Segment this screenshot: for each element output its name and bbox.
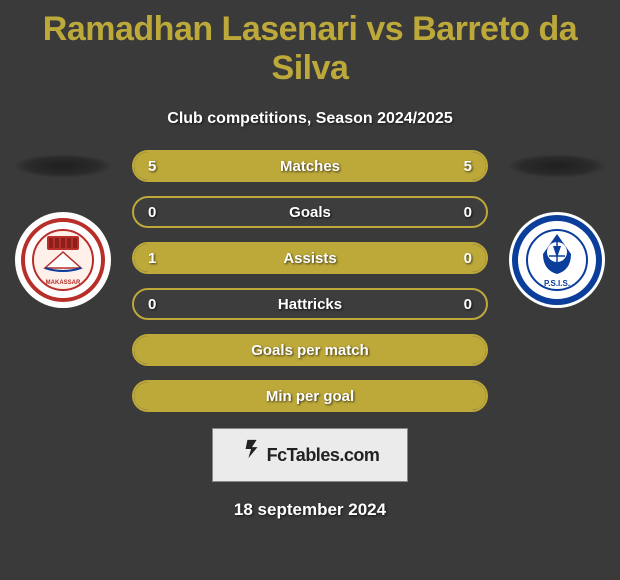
page-title: Ramadhan Lasenari vs Barreto da Silva xyxy=(0,0,620,88)
fctables-badge: FcTables.com xyxy=(212,428,408,482)
stat-value-right: 0 xyxy=(464,296,472,313)
stat-value-right: 0 xyxy=(464,204,472,221)
date-text: 18 september 2024 xyxy=(0,500,620,520)
player-right-side: P.S.I.S. xyxy=(502,150,612,308)
stat-label: Min per goal xyxy=(266,388,354,405)
stat-label: Assists xyxy=(283,250,336,267)
bar-fill-right xyxy=(398,244,486,272)
stat-row: Goals per match xyxy=(132,334,488,366)
stat-value-left: 0 xyxy=(148,204,156,221)
club-right-badge: P.S.I.S. xyxy=(509,212,605,308)
stat-row: 0 Hattricks 0 xyxy=(132,288,488,320)
player-left-shadow xyxy=(13,154,113,178)
stat-row: Min per goal xyxy=(132,380,488,412)
club-left-icon: MAKASSAR xyxy=(15,212,111,308)
page-subtitle: Club competitions, Season 2024/2025 xyxy=(0,110,620,128)
svg-text:P.S.I.S.: P.S.I.S. xyxy=(544,279,570,288)
stat-label: Hattricks xyxy=(278,296,342,313)
stat-value-left: 1 xyxy=(148,250,156,267)
stats-bars: 5 Matches 5 0 Goals 0 1 Assists 0 0 Hattricks 0 Goal… xyxy=(118,150,502,426)
club-right-icon: P.S.I.S. xyxy=(509,212,605,308)
stat-label: Matches xyxy=(280,158,340,175)
club-left-badge: MAKASSAR xyxy=(15,212,111,308)
main-layout: MAKASSAR 5 Matches 5 0 Goals 0 1 Assists 0 0 Hattr… xyxy=(0,150,620,426)
footer: FcTables.com xyxy=(0,428,620,482)
player-right-shadow xyxy=(507,154,607,178)
stat-value-left: 5 xyxy=(148,158,156,175)
stat-value-right: 0 xyxy=(464,250,472,267)
bar-fill-left xyxy=(134,244,398,272)
fctables-text: FcTables.com xyxy=(267,445,380,465)
stat-value-right: 5 xyxy=(464,158,472,175)
stat-label: Goals per match xyxy=(251,342,369,359)
stat-row: 5 Matches 5 xyxy=(132,150,488,182)
svg-text:MAKASSAR: MAKASSAR xyxy=(46,280,81,286)
stat-row: 0 Goals 0 xyxy=(132,196,488,228)
stat-label: Goals xyxy=(289,204,331,221)
player-left-side: MAKASSAR xyxy=(8,150,118,308)
stat-row: 1 Assists 0 xyxy=(132,242,488,274)
stat-value-left: 0 xyxy=(148,296,156,313)
fctables-icon xyxy=(241,428,263,480)
